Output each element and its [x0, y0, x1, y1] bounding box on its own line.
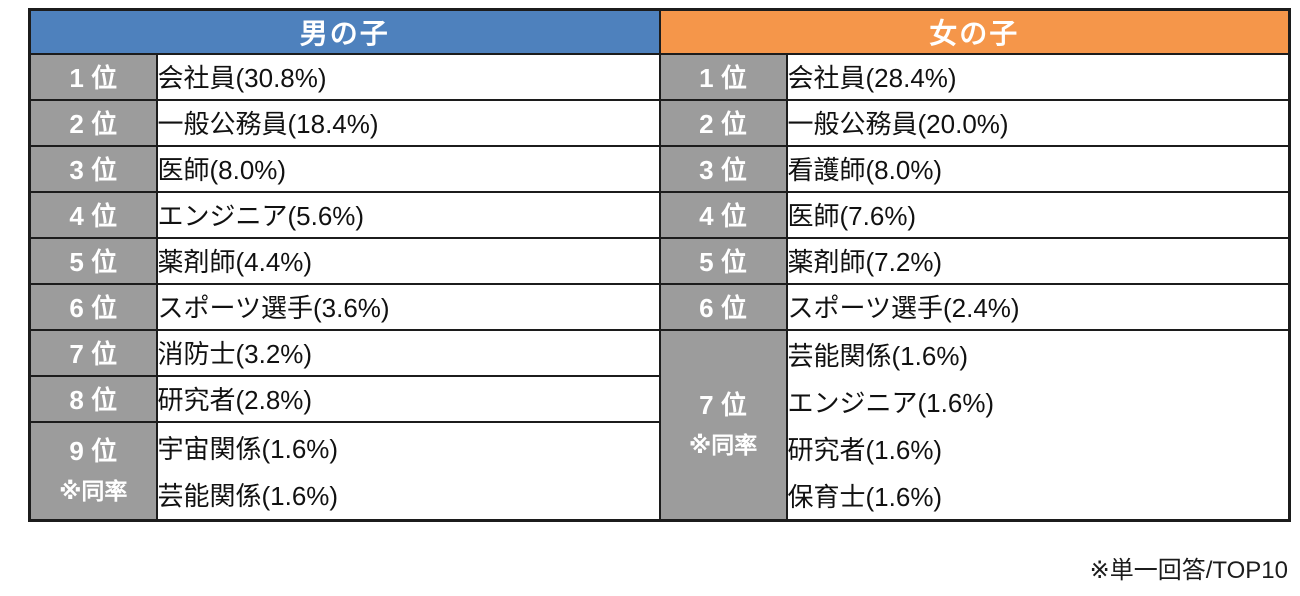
- job-line: 芸能関係(1.6%): [787, 340, 969, 371]
- job-cell: 薬剤師(7.2%): [785, 236, 1291, 285]
- rank-cell: 5 位: [658, 236, 788, 285]
- table-row: 9 位 ※同率 宇宙関係(1.6%) 芸能関係(1.6%): [28, 420, 1290, 521]
- header-row: 男の子 女の子: [28, 8, 1291, 55]
- rank-cell: 4 位: [658, 190, 788, 239]
- footnote-note: ※単一回答/TOP10: [1089, 557, 1288, 584]
- job-cell: 会社員(30.8%): [155, 52, 661, 101]
- job-cell: 消防士(3.2%): [155, 328, 661, 377]
- rank-cell: 6 位: [28, 282, 158, 331]
- job-cell: 会社員(28.4%): [785, 52, 1291, 101]
- job-cell: 一般公務員(20.0%): [785, 98, 1291, 147]
- table-row: 5 位 薬剤師(4.4%) 5 位 薬剤師(7.2%): [28, 236, 1291, 285]
- job-cell: 研究者(2.8%): [155, 374, 661, 423]
- job-cell: スポーツ選手(3.6%): [155, 282, 661, 331]
- rank-cell: 3 位: [658, 144, 788, 193]
- ranking-table: 男の子 女の子 1 位 会社員(30.8%) 1 位 会社員(28.4%) 2 …: [28, 8, 1292, 522]
- girls-tied-job-cell: 芸能関係(1.6%) エンジニア(1.6%) 研究者(1.6%) 保育士(1.6…: [785, 328, 1291, 521]
- table-row: 7 位 消防士(3.2%) 7 位 ※同率 芸能関係(1.6%) エンジニア(1…: [28, 328, 1291, 521]
- rank-cell: 6 位: [658, 282, 788, 331]
- boys-tied-job-cell: 宇宙関係(1.6%) 芸能関係(1.6%): [155, 420, 661, 521]
- job-cell: 一般公務員(18.4%): [155, 98, 661, 147]
- table-row: 1 位 会社員(30.8%) 1 位 会社員(28.4%): [28, 52, 1291, 101]
- girls-header: 女の子: [658, 8, 1291, 55]
- job-cell: 看護師(8.0%): [785, 144, 1291, 193]
- rank-cell: 7 位: [28, 328, 158, 377]
- job-line: 宇宙関係(1.6%): [157, 433, 339, 464]
- table-row: 4 位 エンジニア(5.6%) 4 位 医師(7.6%): [28, 190, 1291, 239]
- rank-cell: 2 位: [28, 98, 158, 147]
- job-line: 研究者(1.6%): [787, 434, 943, 465]
- job-cell: 医師(7.6%): [785, 190, 1291, 239]
- girls-tied-rank-cell: 7 位 ※同率: [658, 328, 788, 521]
- rank-cell: 2 位: [658, 98, 788, 147]
- job-line: 芸能関係(1.6%): [157, 480, 339, 511]
- job-cell: 医師(8.0%): [155, 144, 661, 193]
- job-cell: スポーツ選手(2.4%): [785, 282, 1291, 331]
- rank-label: 9 位: [69, 436, 118, 467]
- rank-cell: 5 位: [28, 236, 158, 285]
- tied-note: ※同率: [688, 431, 758, 458]
- rank-cell: 4 位: [28, 190, 158, 239]
- job-line: 保育士(1.6%): [787, 481, 943, 512]
- job-cell: 薬剤師(4.4%): [155, 236, 661, 285]
- rank-label: 7 位: [699, 390, 747, 421]
- table-row: 2 位 一般公務員(18.4%) 2 位 一般公務員(20.0%): [28, 98, 1291, 147]
- rank-cell: 3 位: [28, 144, 158, 193]
- table-row: 8 位 研究者(2.8%): [28, 374, 1290, 423]
- rank-cell: 1 位: [658, 52, 788, 101]
- table-row: 6 位 スポーツ選手(3.6%) 6 位 スポーツ選手(2.4%): [28, 282, 1291, 331]
- boys-tied-rank-cell: 9 位 ※同率: [28, 420, 158, 521]
- boys-header: 男の子: [28, 8, 661, 55]
- table-row: 3 位 医師(8.0%) 3 位 看護師(8.0%): [28, 144, 1291, 193]
- rank-cell: 8 位: [28, 374, 158, 423]
- job-cell: エンジニア(5.6%): [155, 190, 661, 239]
- tied-note: ※同率: [59, 477, 128, 504]
- rank-cell: 1 位: [28, 52, 158, 101]
- job-line: エンジニア(1.6%): [787, 387, 995, 418]
